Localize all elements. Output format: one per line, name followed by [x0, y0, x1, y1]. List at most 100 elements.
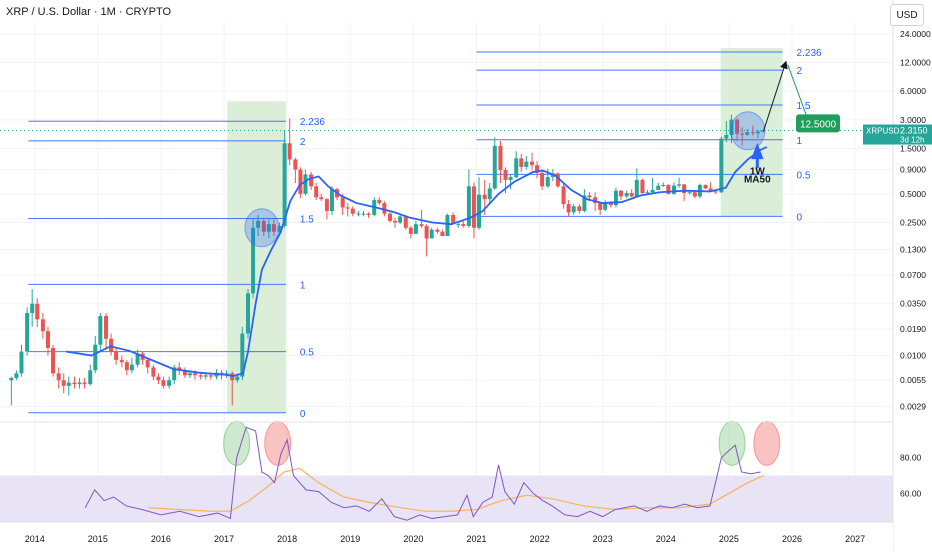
ma50-line [66, 146, 768, 377]
candle-body [72, 382, 77, 385]
candle-body [151, 367, 156, 377]
rsi-tick-label: 60.00 [900, 488, 922, 498]
candle-body [498, 145, 503, 171]
candle [498, 140, 503, 184]
candle [45, 326, 50, 356]
candle [561, 183, 566, 209]
highlight-circle-blue [244, 208, 280, 248]
time-tick-label: 2019 [340, 534, 360, 544]
candle [177, 362, 182, 376]
candle-body [177, 367, 182, 371]
time-tick-label: 2026 [782, 534, 802, 544]
candle-body [555, 173, 560, 187]
candle-body [145, 359, 150, 368]
time-tick-label: 2024 [656, 534, 676, 544]
candle-body [25, 312, 30, 352]
fib-level-label: 2.236 [797, 48, 822, 59]
candle [692, 191, 697, 199]
candle [356, 211, 361, 217]
price-tick-label: 0.9000 [900, 165, 926, 175]
price-tick-label: 24.0000 [900, 29, 931, 39]
candle [677, 177, 682, 188]
candle [750, 125, 755, 136]
candle-body [598, 203, 603, 210]
candle [514, 151, 519, 179]
candle [535, 161, 540, 179]
candle [77, 378, 82, 389]
candle-body [193, 373, 198, 376]
candle-body [577, 206, 582, 212]
currency-button[interactable]: USD [890, 4, 924, 26]
candle-body [161, 380, 166, 386]
candle [298, 167, 303, 199]
price-tag-countdown: 3d 12h [900, 136, 924, 145]
candle-body [634, 179, 639, 197]
candle-body [382, 203, 387, 214]
candle-body [682, 184, 687, 194]
candle-body [208, 375, 213, 377]
candle [618, 189, 623, 201]
candle [40, 312, 45, 339]
candle [413, 220, 418, 234]
candle-body [256, 220, 261, 228]
candle-body [545, 177, 550, 187]
candle [51, 344, 56, 377]
candle-body [88, 370, 93, 385]
fib-level-label: 0.5 [797, 170, 811, 181]
candle [445, 213, 450, 237]
rsi-tick-label: 80.00 [900, 453, 922, 463]
time-tick-label: 2015 [88, 534, 108, 544]
candle [598, 202, 603, 215]
projection-arrow [763, 60, 788, 131]
candle-body [124, 362, 129, 371]
fib-level-label: 2.236 [300, 117, 325, 128]
time-tick-label: 2017 [214, 534, 234, 544]
candle-body [129, 364, 134, 371]
candle [682, 184, 687, 202]
candle-body [587, 195, 592, 198]
time-tick-label: 2025 [719, 534, 739, 544]
fib-level-label: 2 [797, 66, 803, 77]
candle-body [656, 185, 661, 190]
candle [19, 344, 24, 377]
candle-body [456, 224, 461, 226]
candle [25, 307, 30, 356]
candle [388, 212, 393, 223]
rsi-band [0, 475, 893, 522]
time-tick-label: 2020 [403, 534, 423, 544]
candle-body [251, 227, 256, 294]
ma-annotation-line2: MA50 [744, 174, 771, 185]
candle-body [19, 351, 24, 374]
candle [35, 298, 40, 327]
candle [161, 376, 166, 389]
candle [435, 227, 440, 234]
price-tag-box [863, 124, 932, 145]
candle [271, 219, 276, 237]
candle [324, 198, 329, 220]
candle [135, 349, 140, 368]
candle-body [82, 382, 87, 385]
time-axis-panel [0, 522, 893, 550]
candle-body [403, 216, 408, 228]
candle [603, 200, 608, 212]
candle [492, 137, 497, 190]
candle-body [724, 134, 729, 139]
candle-body [388, 213, 393, 221]
candle-body [319, 197, 324, 200]
candle-body [471, 186, 476, 228]
candle [471, 182, 476, 239]
candle [656, 183, 661, 190]
candle-body [582, 195, 587, 212]
candle [440, 229, 445, 237]
highlight-circle-red [753, 420, 781, 466]
candle [124, 359, 129, 376]
price-tick-label: 0.1300 [900, 245, 926, 255]
candle [145, 357, 150, 374]
candle-body [172, 367, 177, 381]
price-tick-label: 0.0700 [900, 270, 926, 280]
candle-body [40, 319, 45, 332]
candle-body [356, 213, 361, 215]
candle [408, 225, 413, 239]
